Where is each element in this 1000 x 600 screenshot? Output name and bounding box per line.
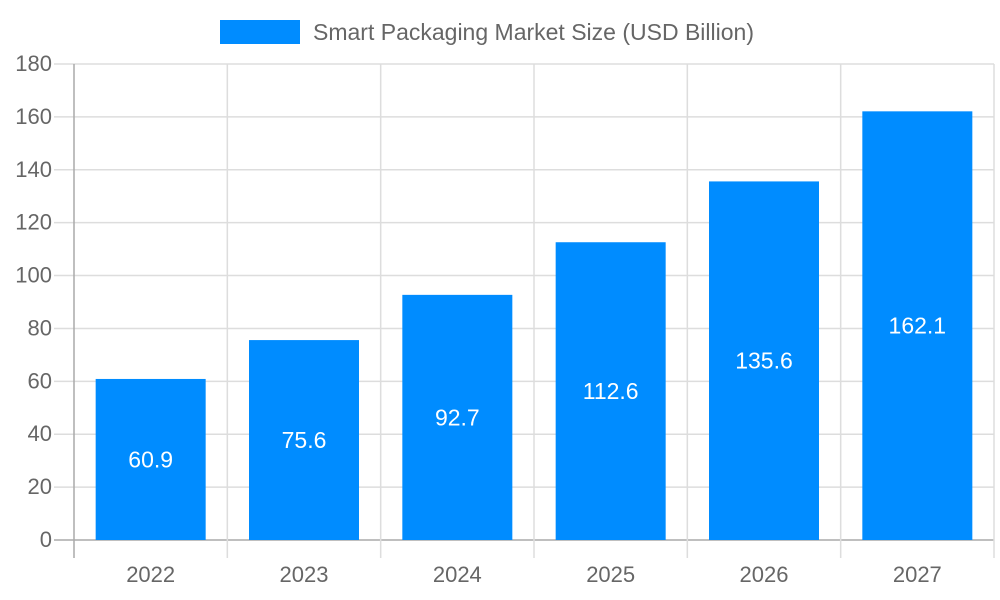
- x-tick-label: 2027: [893, 562, 942, 587]
- data-label: 60.9: [128, 446, 173, 472]
- data-label: 135.6: [735, 348, 793, 374]
- x-tick-label: 2026: [740, 562, 789, 587]
- bar-2027: [862, 111, 973, 540]
- bar-2023: [249, 340, 359, 540]
- x-tick-label: 2024: [433, 562, 482, 587]
- bars: 60.9 75.6 92.7 112.6 135.6 162.1: [95, 111, 973, 541]
- y-tick-label: 180: [15, 51, 52, 76]
- data-label: 75.6: [282, 427, 327, 453]
- bar-2026: [709, 181, 819, 540]
- data-label: 162.1: [889, 313, 947, 339]
- legend-label: Smart Packaging Market Size (USD Billion…: [313, 19, 754, 45]
- grid: [54, 63, 995, 558]
- bar-2022: [95, 378, 206, 540]
- data-label: 112.6: [583, 378, 639, 404]
- y-tick-label: 160: [15, 104, 52, 129]
- legend-swatch: [220, 20, 300, 44]
- y-tick-label: 80: [28, 315, 52, 340]
- axes: 0 20 40 60 80 100 120 140 160 180 2022 2023 2024 2025…: [15, 51, 942, 587]
- y-tick-label: 140: [15, 157, 52, 182]
- y-tick-label: 100: [15, 263, 52, 288]
- y-tick-label: 20: [28, 474, 52, 499]
- legend[interactable]: Smart Packaging Market Size (USD Billion…: [220, 19, 754, 45]
- x-tick-label: 2022: [126, 562, 175, 587]
- y-tick-label: 60: [28, 368, 52, 393]
- y-tick-label: 120: [15, 210, 52, 235]
- x-tick-label: 2025: [586, 562, 635, 587]
- y-tick-label: 0: [40, 527, 52, 552]
- data-label: 92.7: [435, 404, 480, 430]
- bar-2024: [402, 294, 513, 540]
- x-tick-label: 2023: [280, 562, 329, 587]
- bar-2025: [555, 242, 666, 541]
- y-tick-label: 40: [28, 421, 52, 446]
